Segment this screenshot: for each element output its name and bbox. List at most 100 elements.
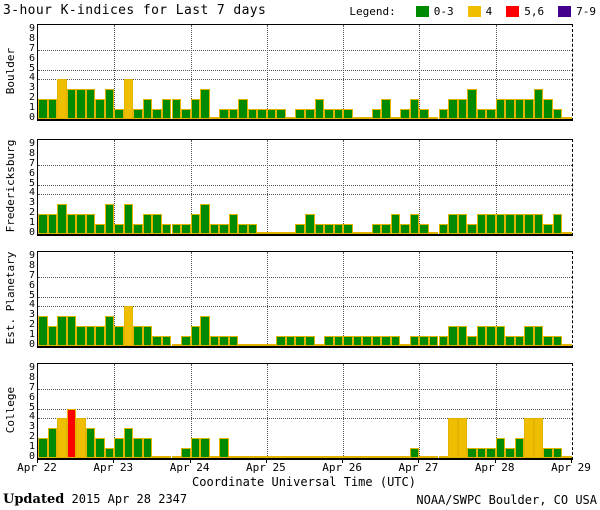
k-bar — [448, 99, 458, 119]
k-bar — [85, 428, 96, 458]
k-bar — [352, 231, 363, 234]
k-bar — [171, 343, 182, 346]
k-bar — [142, 99, 153, 119]
y-tick-label: 5 — [28, 401, 35, 413]
credit-text: NOAA/SWPC Boulder, CO USA — [416, 493, 597, 507]
updated-text: Updated 2015 Apr 28 2347 — [3, 492, 187, 507]
k-bar — [219, 438, 229, 458]
k-bar — [247, 224, 258, 234]
k-bar — [257, 109, 267, 119]
legend-label: Legend: — [349, 5, 396, 18]
k-bar — [552, 214, 563, 234]
k-bar — [47, 214, 58, 234]
k-bar — [85, 326, 96, 346]
k-bar — [209, 455, 220, 458]
x-axis-title: Coordinate Universal Time (UTC) — [192, 475, 416, 489]
k-bar — [543, 448, 553, 458]
k-bar — [247, 343, 258, 346]
k-bar — [152, 336, 162, 346]
k-bar — [324, 224, 334, 234]
legend-item-5-6: 5,6 — [506, 5, 544, 18]
grid-vline-day6 — [495, 140, 497, 234]
y-tick-label: 3 — [28, 197, 35, 209]
k-bar — [419, 224, 429, 234]
grid-vline-day5 — [419, 364, 421, 458]
k-bar — [123, 204, 134, 234]
grid-vline-day2 — [190, 25, 192, 119]
k-bar — [228, 455, 239, 458]
k-bar — [38, 214, 48, 234]
grid-vline-day2 — [190, 364, 192, 458]
k-bar — [219, 109, 229, 119]
k-bar — [133, 224, 143, 234]
y-tick-label: 6 — [28, 52, 35, 64]
k-bar — [257, 343, 267, 346]
grid-hline-k5 — [38, 408, 572, 410]
k-bar — [114, 224, 124, 234]
k-bar — [190, 438, 201, 458]
k-bar — [104, 316, 115, 346]
y-tick-label: 9 — [28, 249, 35, 261]
k-bar — [524, 326, 534, 346]
k-bar — [400, 455, 410, 458]
k-bar — [76, 326, 86, 346]
k-bar — [333, 109, 344, 119]
k-bar — [495, 326, 506, 346]
k-bar — [419, 109, 429, 119]
y-tick-label: 5 — [28, 289, 35, 301]
legend-swatch — [558, 6, 572, 17]
k-bar — [57, 79, 67, 119]
y-tick-label: 9 — [28, 22, 35, 34]
k-bar — [552, 336, 563, 346]
y-tick-label: 0 — [28, 451, 35, 462]
k-bar — [171, 455, 182, 458]
k-bar — [161, 224, 172, 234]
k-bar — [467, 448, 477, 458]
y-tick-label: 8 — [28, 147, 35, 159]
k-bar — [95, 438, 105, 458]
k-bar — [371, 455, 382, 458]
k-bar — [161, 455, 172, 458]
y-tick-label: 6 — [28, 391, 35, 403]
grid-vline-day3 — [266, 364, 268, 458]
k-bar — [295, 109, 305, 119]
k-bar — [352, 116, 363, 119]
k-bar — [152, 109, 162, 119]
k-bar — [495, 438, 506, 458]
panel-label-fredericksburg: Fredericksburg — [4, 139, 17, 233]
k-bar — [285, 231, 296, 234]
k-bar — [305, 109, 315, 119]
k-bar — [438, 455, 449, 458]
k-bar — [238, 455, 248, 458]
k-bar — [38, 99, 48, 119]
k-bar — [104, 448, 115, 458]
k-bar — [66, 408, 77, 458]
k-bar — [57, 204, 67, 234]
k-bar — [438, 336, 449, 346]
grid-vline-day2 — [190, 252, 192, 346]
k-bar — [123, 306, 134, 346]
k-bar — [161, 336, 172, 346]
k-bar — [362, 231, 372, 234]
k-bar — [324, 455, 334, 458]
k-bar — [276, 231, 286, 234]
k-bar — [209, 116, 220, 119]
y-tick-label: 7 — [28, 42, 35, 54]
y-tick-label: 0 — [28, 227, 35, 238]
k-bar — [543, 99, 553, 119]
x-day-tick — [265, 459, 267, 463]
k-bar — [142, 438, 153, 458]
k-bar — [428, 336, 439, 346]
k-bar — [362, 116, 372, 119]
grid-vline-day4 — [343, 25, 345, 119]
k-bar — [524, 99, 534, 119]
x-day-label: Apr 23 — [93, 461, 134, 474]
k-bar — [419, 455, 429, 458]
grid-hline-k7 — [38, 49, 572, 51]
k-bar — [142, 214, 153, 234]
k-bar — [76, 89, 86, 119]
legend-swatch — [467, 6, 481, 17]
k-bar — [295, 336, 305, 346]
k-bar — [448, 214, 458, 234]
k-bar — [476, 109, 487, 119]
